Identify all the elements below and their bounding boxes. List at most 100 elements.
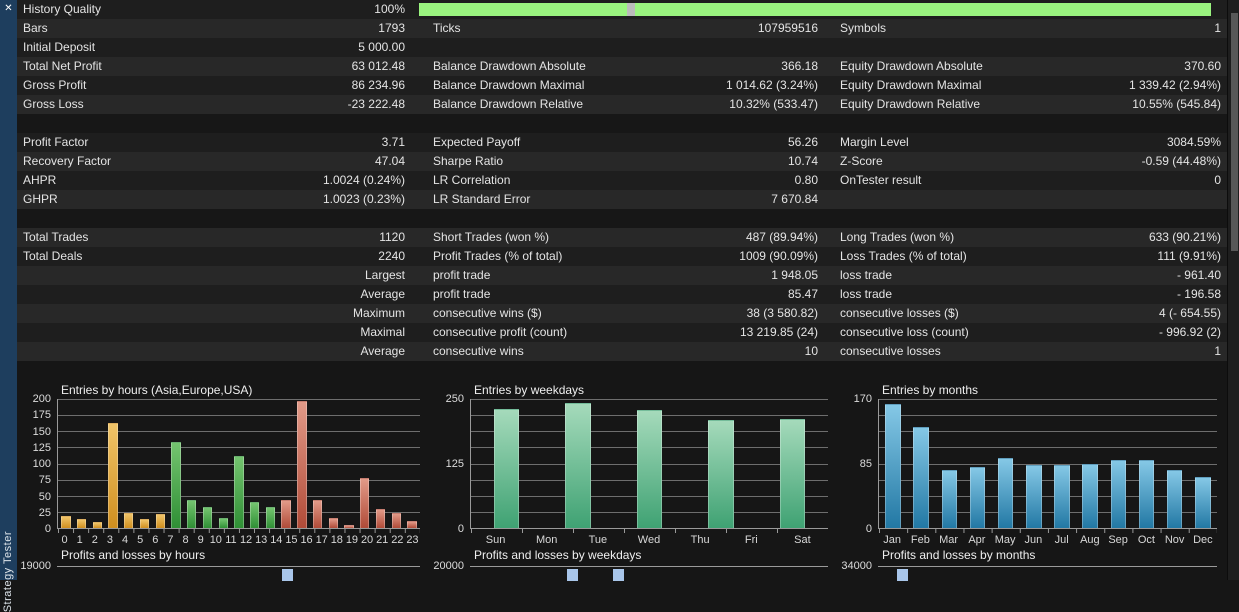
- gridline: [879, 399, 1217, 400]
- stat-row: Average consecutive wins 10 consecutive los…: [17, 342, 1227, 361]
- plot-area: [878, 566, 1217, 585]
- chart-bar: [1082, 464, 1098, 528]
- stat-label: Profit Factor: [23, 135, 89, 149]
- profit-loss-charts-row: Profits and losses by hours 19000 Profits …: [17, 548, 1227, 581]
- y-axis-label: 150: [32, 425, 51, 438]
- scrollbar-thumb[interactable]: [1231, 13, 1238, 251]
- x-axis-label: 7: [167, 534, 174, 546]
- gridline: [58, 447, 420, 449]
- plot-area: [470, 399, 828, 533]
- stat-label: loss trade: [840, 268, 893, 282]
- x-axis-label: 11: [225, 534, 237, 546]
- x-axis-label: Wed: [637, 534, 661, 546]
- chart-bar: [565, 403, 591, 528]
- y-axis-label: 125: [32, 441, 51, 454]
- stat-value: 100%: [374, 2, 405, 16]
- chart-profits-and-losses-by-months: Profits and losses by months 34000: [838, 548, 1227, 581]
- x-axis-label: 6: [152, 534, 159, 546]
- x-axis-label: 13: [255, 534, 268, 546]
- stat-value: 3084.59%: [1166, 135, 1221, 149]
- chart-bar: [941, 470, 958, 528]
- chart-bar: [407, 520, 417, 528]
- stat-value: 10: [804, 344, 818, 358]
- stat-value: 63 012.48: [351, 59, 405, 73]
- stat-value: 85.47: [787, 287, 818, 301]
- x-axis-label: 0: [61, 534, 68, 546]
- close-icon[interactable]: ✕: [4, 3, 13, 14]
- x-axis-label: Jun: [1024, 534, 1043, 546]
- vertical-scrollbar[interactable]: [1227, 0, 1239, 580]
- chart-title: Profits and losses by weekdays: [474, 548, 642, 562]
- stat-value: Maximal: [360, 325, 405, 339]
- chart-bar: [1026, 465, 1042, 528]
- x-axis-label: 4: [122, 534, 129, 546]
- stat-value: 1 948.05: [771, 268, 818, 282]
- stat-value: - 996.92 (2): [1158, 325, 1221, 339]
- chart-bar: [493, 409, 520, 528]
- chart-bar: [265, 507, 276, 528]
- chart-bar: [896, 569, 908, 581]
- x-axis-label: 17: [315, 534, 328, 546]
- chart-profits-and-losses-by-hours: Profits and losses by hours 19000: [17, 548, 430, 581]
- progress-bar-notch: [627, 3, 636, 16]
- chart-bar: [885, 403, 901, 528]
- chart-title: Entries by months: [882, 383, 979, 397]
- stat-label: Ticks: [433, 21, 461, 35]
- stat-row: Profit Factor 3.71 Expected Payoff 56.26 Mar…: [17, 133, 1227, 152]
- stat-label: History Quality: [23, 2, 102, 16]
- strategy-tester-tab[interactable]: Strategy Tester: [2, 530, 14, 612]
- y-axis-label: 0: [44, 523, 51, 535]
- chart-bar: [171, 441, 181, 528]
- stat-label: consecutive loss (count): [840, 325, 969, 339]
- stat-value: 3.71: [381, 135, 405, 149]
- y-axis-label: 250: [445, 393, 464, 405]
- stat-label: Equity Drawdown Absolute: [840, 59, 983, 73]
- stat-label: Total Trades: [23, 230, 89, 244]
- stat-label: consecutive wins: [433, 344, 524, 358]
- gridline: [58, 431, 420, 433]
- stat-label: Gross Loss: [23, 97, 84, 111]
- chart-bar: [1054, 465, 1070, 528]
- gridline: [879, 415, 1217, 417]
- stat-value: 1120: [379, 230, 405, 244]
- stat-label: Profit Trades (% of total): [433, 249, 563, 263]
- stat-row: Bars 1793 Ticks 107959516 Symbols 1: [17, 19, 1227, 38]
- gridline: [58, 415, 420, 417]
- stat-label: consecutive wins ($): [433, 306, 542, 320]
- x-axis-label: 19: [345, 534, 359, 546]
- x-axis-label: Aug: [1080, 534, 1100, 546]
- x-axis-label: Nov: [1164, 534, 1185, 546]
- stat-label: Loss Trades (% of total): [840, 249, 967, 263]
- stat-value: Maximum: [352, 306, 405, 320]
- stat-row: Total Deals 2240 Profit Trades (% of total…: [17, 247, 1227, 266]
- stat-value: 1: [1214, 21, 1221, 35]
- gridline: [879, 447, 1217, 449]
- stat-value: 10.55% (545.84): [1132, 97, 1221, 111]
- x-axis-label: 10: [209, 534, 222, 546]
- stat-label: Symbols: [840, 21, 887, 35]
- x-axis-label: Mar: [939, 534, 959, 546]
- stat-label: Margin Level: [840, 135, 909, 149]
- stat-value: 1.0024 (0.24%): [322, 173, 405, 187]
- x-axis-label: 20: [360, 534, 374, 546]
- gridline: [471, 399, 828, 400]
- x-axis-label: Jan: [883, 534, 901, 546]
- stat-value: Average: [360, 344, 405, 358]
- chart-bar: [997, 458, 1014, 528]
- chart-bar: [1195, 477, 1211, 528]
- gridline: [879, 495, 1217, 497]
- stat-row: Largest profit trade 1 948.05 loss trade - 9…: [17, 266, 1227, 285]
- plot-area: [878, 399, 1217, 533]
- stat-label: consecutive losses: [840, 344, 941, 358]
- stat-value: Largest: [364, 268, 405, 282]
- x-axis-label: 14: [270, 534, 283, 546]
- x-axis-label: 15: [285, 534, 298, 546]
- gridline: [879, 463, 1217, 465]
- x-axis-label: 9: [197, 534, 204, 546]
- stat-value: 1: [1214, 344, 1221, 358]
- stat-row: Average profit trade 85.47 loss trade - 196.…: [17, 285, 1227, 304]
- chart-bar: [708, 420, 734, 528]
- stat-label: Equity Drawdown Maximal: [840, 78, 982, 92]
- entries-charts-row: Entries by hours (Asia,Europe,USA) 0 25 50 7…: [17, 383, 1227, 546]
- stat-value: 1793: [378, 21, 405, 35]
